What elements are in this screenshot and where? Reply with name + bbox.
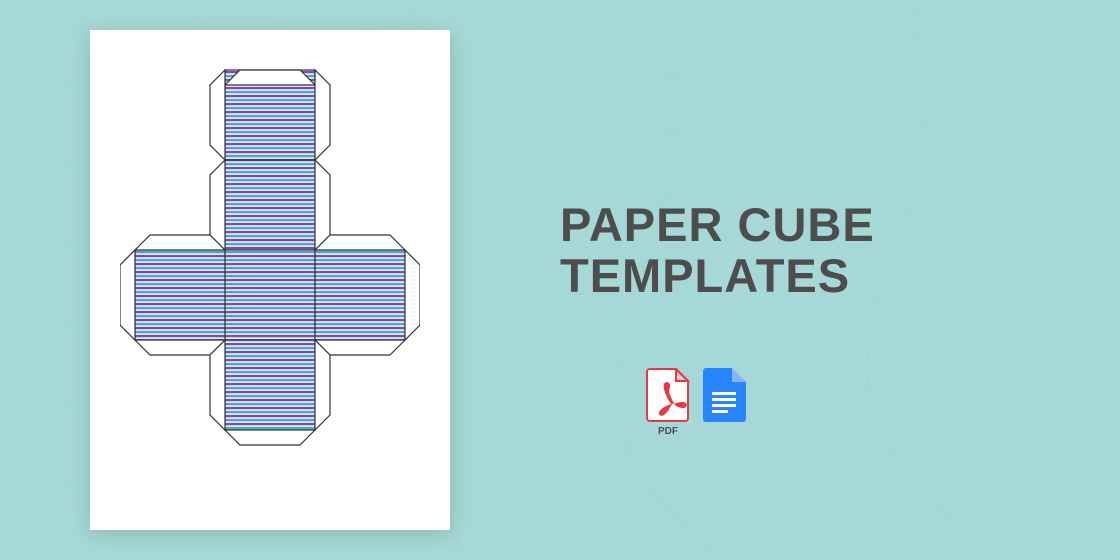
docs-icon (702, 368, 746, 422)
title-line-2: TEMPLATES (560, 251, 875, 302)
page-title: PAPER CUBE TEMPLATES (560, 200, 875, 302)
format-icons-row: PDF (646, 368, 746, 437)
title-line-1: PAPER CUBE (560, 200, 875, 251)
template-preview-page (90, 30, 450, 530)
format-pdf[interactable]: PDF (646, 368, 690, 437)
format-docs[interactable] (702, 368, 746, 422)
pdf-label: PDF (658, 426, 678, 437)
pdf-icon (646, 368, 690, 422)
cube-unfolded-diagram (120, 58, 420, 502)
